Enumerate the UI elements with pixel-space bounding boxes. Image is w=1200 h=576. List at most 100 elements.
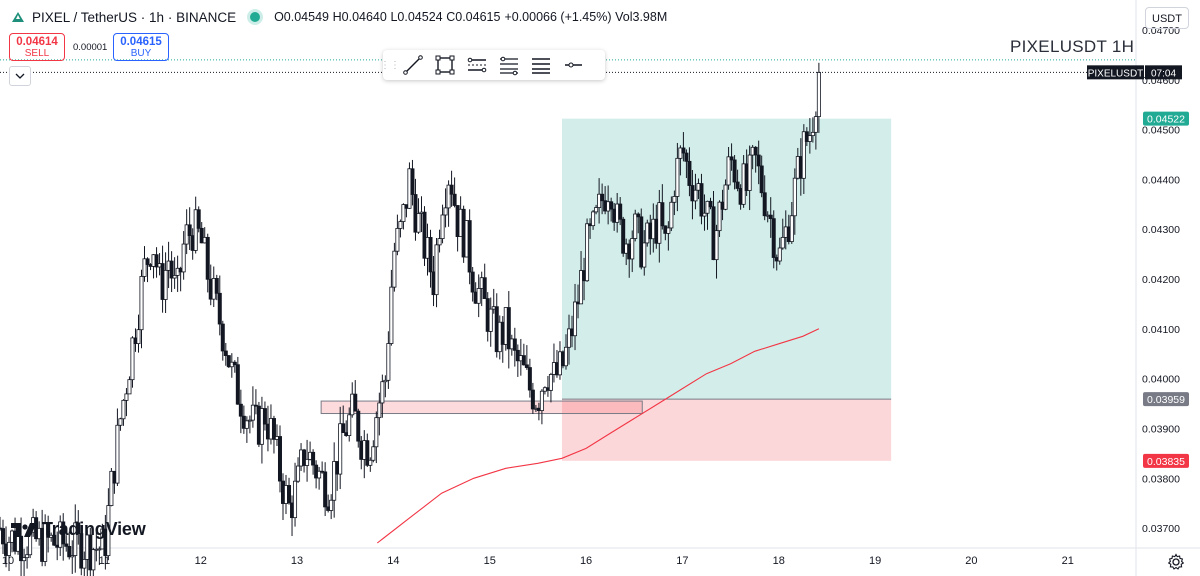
candle bbox=[130, 336, 135, 388]
candle bbox=[422, 206, 427, 266]
candle-body-up bbox=[130, 337, 135, 381]
time-tick-label: 18 bbox=[773, 555, 785, 567]
chart-title: PIXELUSDT 1H bbox=[1010, 37, 1135, 56]
candle bbox=[76, 510, 81, 545]
candle-body-down bbox=[19, 535, 24, 562]
candle-body-up bbox=[43, 523, 48, 562]
price-tick-label: 0.04500 bbox=[1142, 125, 1180, 137]
candle bbox=[193, 196, 198, 254]
time-tick-label: 14 bbox=[387, 555, 399, 567]
countdown-tag bbox=[1145, 65, 1182, 80]
candle-body-up bbox=[705, 200, 710, 214]
candle-body-up bbox=[118, 418, 123, 426]
horizontal-ray-icon[interactable] bbox=[557, 50, 589, 80]
candle bbox=[181, 231, 186, 280]
candle-body-up bbox=[573, 301, 578, 337]
candle-body-up bbox=[244, 420, 249, 429]
candle bbox=[302, 448, 307, 473]
candle bbox=[780, 218, 785, 250]
price-axis: 0.03700 0.03800 0.03900 0.04000 0.04100 0.042… bbox=[1142, 25, 1180, 535]
candle bbox=[753, 146, 758, 173]
trend-line-icon[interactable] bbox=[397, 50, 429, 80]
rectangle-icon[interactable] bbox=[429, 50, 461, 80]
candle-body-up bbox=[443, 207, 448, 216]
time-tick-label: 17 bbox=[676, 555, 688, 567]
candle bbox=[810, 117, 815, 143]
currency-select[interactable]: USDT bbox=[1145, 7, 1189, 29]
candle-body-up bbox=[22, 557, 27, 562]
candle-body-up bbox=[813, 116, 818, 133]
candle-body-down bbox=[449, 184, 454, 195]
symbol-label[interactable]: PIXEL / TetherUS · 1h · BINANCE bbox=[32, 9, 237, 25]
candle-body-up bbox=[380, 381, 385, 404]
candle-body-up bbox=[247, 419, 252, 422]
candle-body-down bbox=[621, 218, 626, 254]
horizontal-lines-icon[interactable] bbox=[525, 50, 557, 80]
settings-gear-icon[interactable] bbox=[1167, 553, 1185, 571]
candle bbox=[172, 257, 177, 289]
candle-body-down bbox=[187, 224, 192, 237]
candle bbox=[338, 406, 343, 490]
candle-body-down bbox=[768, 214, 773, 220]
candle bbox=[524, 345, 529, 370]
candle bbox=[226, 355, 231, 368]
candle-body-up bbox=[395, 228, 400, 252]
candle bbox=[693, 173, 698, 210]
candle-body-up bbox=[398, 221, 403, 229]
candle bbox=[452, 177, 457, 208]
parallel-channel-icon[interactable] bbox=[461, 50, 493, 80]
buy-button[interactable]: 0.04615 BUY bbox=[113, 33, 169, 61]
drag-handle-icon[interactable]: ⋮⋮ bbox=[380, 59, 400, 71]
candle-body-down bbox=[235, 364, 240, 405]
price-tick-label: 0.04000 bbox=[1142, 374, 1180, 386]
candle bbox=[347, 407, 352, 442]
sell-price: 0.04614 bbox=[16, 36, 58, 48]
price-tick-label: 0.04200 bbox=[1142, 274, 1180, 286]
fib-retracement-icon[interactable] bbox=[493, 50, 525, 80]
time-tick-label: 15 bbox=[484, 555, 496, 567]
candle-body-up bbox=[374, 417, 379, 448]
candle bbox=[247, 415, 252, 434]
sell-button[interactable]: 0.04614 SELL bbox=[9, 33, 65, 61]
candle-body-up bbox=[567, 328, 572, 348]
candle-body-down bbox=[530, 389, 535, 410]
price-tag-entry-label: 0.03959 bbox=[1147, 394, 1185, 406]
candle bbox=[271, 415, 276, 454]
candle-body-up bbox=[163, 269, 168, 300]
candle-body-down bbox=[217, 292, 222, 325]
collapse-legend-button[interactable] bbox=[9, 66, 31, 86]
ohlc-open: O0.04549 bbox=[274, 10, 329, 24]
price-tick-label: 0.03900 bbox=[1142, 423, 1180, 435]
candle bbox=[329, 494, 334, 520]
candle bbox=[7, 536, 12, 572]
candle-body-up bbox=[115, 424, 120, 484]
candle-body-down bbox=[699, 183, 704, 217]
candle bbox=[398, 219, 403, 238]
candle-body-down bbox=[506, 307, 511, 350]
time-tick-label: 13 bbox=[291, 555, 303, 567]
candle-body-up bbox=[332, 461, 337, 501]
candle-body-up bbox=[109, 470, 114, 506]
candle bbox=[446, 180, 451, 227]
candle-body-up bbox=[717, 201, 722, 232]
candle bbox=[636, 212, 641, 234]
tradingview-logo[interactable]: TradingView bbox=[11, 519, 146, 540]
candle-body-up bbox=[136, 329, 141, 345]
candle bbox=[687, 147, 692, 197]
candle bbox=[368, 457, 373, 472]
candle-body-up bbox=[317, 470, 322, 479]
candle bbox=[259, 396, 264, 464]
candle bbox=[250, 386, 255, 428]
candle-body-down bbox=[253, 404, 258, 407]
candle bbox=[395, 214, 400, 256]
logo-text: TradingView bbox=[42, 519, 146, 539]
candle bbox=[548, 372, 553, 403]
candle-body-up bbox=[389, 286, 394, 344]
candle-body-up bbox=[142, 258, 147, 277]
candle-body-down bbox=[214, 278, 219, 294]
candle bbox=[714, 224, 719, 279]
candle-body-up bbox=[630, 238, 635, 260]
candle-body-down bbox=[341, 423, 346, 434]
